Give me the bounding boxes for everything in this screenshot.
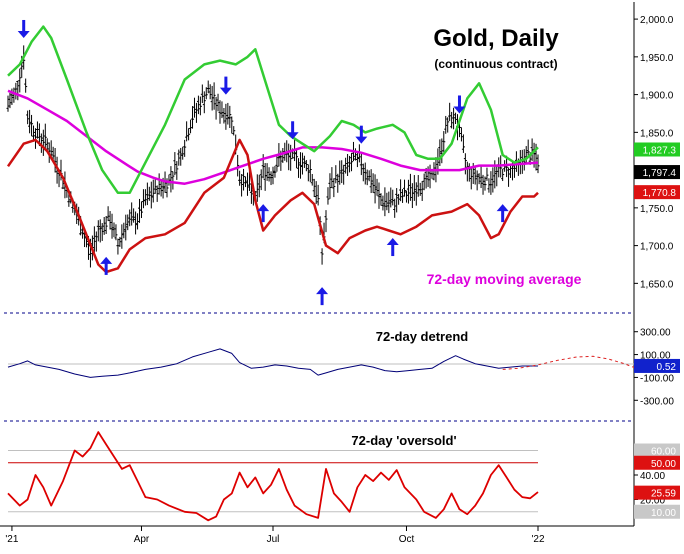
value-label-box (634, 185, 680, 200)
y-tick-label: 1,950.0 (640, 53, 674, 64)
down-arrow-head (355, 136, 368, 144)
detrend-panel: -300.00 -100.00 100.00 300.00 72-day detren… (7, 328, 680, 407)
oversold-panel: 10.0020.00 40.00 60.00 72-day 'oversold' 6… (7, 431, 680, 522)
value-label: 1,770.8 (643, 188, 677, 199)
x-tick-label: '21 (5, 534, 18, 545)
turn-arrows (17, 19, 509, 306)
down-arrow-head (219, 87, 232, 95)
series-line-3 (6, 138, 539, 274)
chart-title: Gold, Daily (433, 25, 559, 52)
y-tick-label: 100.00 (640, 351, 671, 362)
value-label-box (634, 165, 680, 180)
detrend-title: 72-day detrend (376, 329, 469, 344)
y-tick-label: 300.00 (640, 328, 671, 339)
x-axis: '21 Apr Jul Oct '22 (5, 526, 545, 545)
up-arrow-head (257, 204, 270, 212)
value-label: 10.00 (651, 508, 676, 519)
value-label: 60.00 (651, 447, 676, 458)
y-tick-label: 1,700.0 (640, 242, 674, 253)
value-label-box (634, 142, 680, 157)
oversold-reference-lines (8, 450, 538, 513)
down-arrow-head (286, 132, 299, 140)
down-arrow-head (17, 30, 30, 38)
price-value-labels: 1,827.3 1,797.4 1,770.8 (634, 142, 680, 200)
x-tick-label: '22 (531, 534, 544, 545)
y-tick-label: 40.00 (640, 471, 665, 482)
y-tick-label: 2,000.0 (640, 15, 674, 26)
value-label: 0.52 (657, 362, 677, 373)
value-label: 50.00 (651, 459, 676, 470)
x-tick-label: Apr (134, 534, 150, 545)
value-label-box (634, 443, 680, 458)
y-tick-label: 20.00 (640, 496, 665, 507)
value-label: 1,797.4 (643, 168, 677, 179)
oversold-title: 72-day 'oversold' (351, 433, 456, 448)
value-label-box (634, 504, 680, 519)
y-tick-label: 1,650.0 (640, 279, 674, 290)
y-tick-label: -300.00 (640, 396, 674, 407)
moving-average-label: 72-day moving average (427, 271, 582, 287)
chart-subtitle: (continuous contract) (434, 57, 557, 71)
detrend-lines (7, 348, 637, 378)
oversold-lines (7, 431, 539, 522)
y-tick-label: 1,850.0 (640, 128, 674, 139)
down-arrow-head (453, 106, 466, 114)
series-line-1 (7, 89, 539, 185)
up-arrow-head (100, 256, 113, 264)
up-arrow-head (496, 204, 509, 212)
value-label: 1,827.3 (643, 145, 677, 156)
detrend-value-labels: 0.52 (634, 358, 680, 373)
y-tick-label: -100.00 (640, 373, 674, 384)
x-tick-label: Oct (399, 534, 415, 545)
detrend-y-ticks: -300.00 -100.00 100.00 300.00 (634, 328, 674, 407)
price-panel: 1,650.01,700.01,750.01,800.01,850.01,900… (6, 15, 680, 306)
series-line-1 (7, 348, 538, 378)
up-arrow-head (316, 287, 329, 295)
value-label-box (634, 485, 680, 500)
series-line-1 (7, 431, 539, 522)
up-arrow-head (386, 238, 399, 246)
value-label: 25.59 (651, 489, 676, 500)
value-label-box (634, 455, 680, 470)
value-label-box (634, 358, 680, 373)
x-tick-label: Jul (267, 534, 280, 545)
y-tick-label: 1,750.0 (640, 204, 674, 215)
y-tick-label: 1,900.0 (640, 91, 674, 102)
